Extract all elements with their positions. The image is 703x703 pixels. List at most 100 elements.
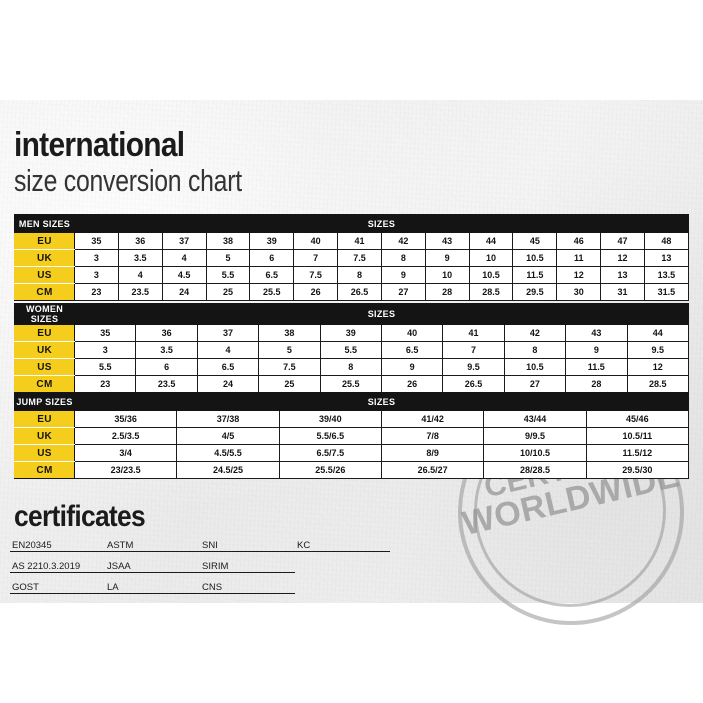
size-cell: 4 xyxy=(161,249,207,267)
size-cell: 9 xyxy=(380,266,426,284)
size-cell: 6.5 xyxy=(249,266,295,284)
size-cell: 26.5 xyxy=(442,375,505,393)
size-cell: 6.5 xyxy=(196,358,260,376)
size-cell: 28 xyxy=(424,283,470,301)
size-cell: 47 xyxy=(600,232,645,250)
size-cell: 43 xyxy=(424,232,470,250)
size-cell: 7.5 xyxy=(293,266,339,284)
size-cell: 25 xyxy=(205,283,251,301)
size-cell: 10/10.5 xyxy=(483,444,587,462)
certificate-field-empty xyxy=(295,582,390,594)
row-label-uk: UK xyxy=(14,341,75,359)
row-label-cm: CM xyxy=(14,461,75,479)
size-cell: 26 xyxy=(380,375,444,393)
size-cell: 5 xyxy=(205,249,251,267)
size-cell: 8 xyxy=(503,341,567,359)
size-cell: 8 xyxy=(380,249,426,267)
size-cell: 43 xyxy=(565,324,628,342)
certificate-row: GOST LA CNS xyxy=(10,582,490,594)
size-cell: 24.5/25 xyxy=(176,461,280,479)
size-cell: 40 xyxy=(293,232,339,250)
certificate-field-empty xyxy=(295,561,390,573)
size-cell: 35/36 xyxy=(73,410,178,428)
table-row: CM 23/23.5 24.5/25 25.5/26 26.5/27 28/28.5 29.… xyxy=(14,461,689,479)
row-label-uk: UK xyxy=(14,427,75,445)
size-cell: 8/9 xyxy=(380,444,485,462)
size-cell: 29.5/30 xyxy=(585,461,689,479)
table-corner-label: JUMP SIZES xyxy=(14,392,75,411)
size-cell: 38 xyxy=(258,324,321,342)
size-cell: 23.5 xyxy=(135,375,198,393)
size-cell: 28 xyxy=(565,375,628,393)
row-label-uk: UK xyxy=(14,249,75,267)
size-cell: 45 xyxy=(512,232,558,250)
size-cell: 5.5/6.5 xyxy=(278,427,382,445)
size-cell: 25.5/26 xyxy=(278,461,382,479)
size-cell: 35 xyxy=(73,324,137,342)
certificate-field: AS 2210.3.2019 xyxy=(10,561,105,573)
table-row: US 5.5 6 6.5 7.5 8 9 9.5 10.5 11.5 12 xyxy=(14,358,689,376)
size-cell: 3 xyxy=(74,249,119,267)
size-cell: 25.5 xyxy=(319,375,382,393)
size-cell: 3.5 xyxy=(117,249,163,267)
size-cell: 28.5 xyxy=(468,283,514,301)
row-label-eu: EU xyxy=(14,410,75,428)
size-cell: 7 xyxy=(293,249,339,267)
size-cell: 6 xyxy=(249,249,295,267)
size-cell: 23 xyxy=(74,283,119,301)
women-sizes-table: WOMEN SIZES SIZES EU 35 36 37 38 39 40 41 42 43 44 UK… xyxy=(14,303,689,393)
jump-sizes-table: JUMP SIZES SIZES EU 35/36 37/38 39/40 41/42 43/… xyxy=(14,392,689,479)
size-cell: 26.5 xyxy=(337,283,382,301)
size-cell: 28/28.5 xyxy=(483,461,587,479)
size-cell: 11.5 xyxy=(512,266,558,284)
certificate-field: LA xyxy=(105,582,200,594)
size-cell: 8 xyxy=(319,358,382,376)
certificate-field: EN20345 xyxy=(10,540,105,552)
size-cell: 39 xyxy=(249,232,295,250)
size-cell: 44 xyxy=(468,232,514,250)
row-label-eu: EU xyxy=(14,232,75,250)
size-cell: 12 xyxy=(626,358,689,376)
size-cell: 3/4 xyxy=(73,444,178,462)
size-cell: 39 xyxy=(319,324,382,342)
size-cell: 4/5 xyxy=(176,427,280,445)
size-cell: 25 xyxy=(258,375,321,393)
size-cell: 12 xyxy=(556,266,602,284)
size-cell: 37 xyxy=(161,232,207,250)
certificate-field: KC xyxy=(295,540,390,552)
row-label-cm: CM xyxy=(14,375,75,393)
size-cell: 3 xyxy=(74,266,119,284)
size-cell: 9.5 xyxy=(626,341,689,359)
size-cell: 24 xyxy=(161,283,207,301)
size-cell: 30 xyxy=(556,283,602,301)
table-row: UK 2.5/3.5 4/5 5.5/6.5 7/8 9/9.5 10.5/11 xyxy=(14,427,689,445)
size-cell: 10.5 xyxy=(468,266,514,284)
size-cell: 7 xyxy=(442,341,505,359)
size-cell: 3.5 xyxy=(135,341,198,359)
table-header-row: JUMP SIZES SIZES xyxy=(14,392,689,411)
size-cell: 11 xyxy=(556,249,602,267)
size-cell: 44 xyxy=(626,324,689,342)
size-cell: 9.5 xyxy=(442,358,505,376)
size-cell: 7/8 xyxy=(380,427,485,445)
row-label-us: US xyxy=(14,358,75,376)
size-cell: 7.5 xyxy=(337,249,382,267)
size-cell: 41 xyxy=(337,232,382,250)
size-cell: 2.5/3.5 xyxy=(73,427,178,445)
size-cell: 8 xyxy=(337,266,382,284)
size-cell: 35 xyxy=(74,232,119,250)
size-cell: 26.5/27 xyxy=(380,461,485,479)
size-cell: 9 xyxy=(565,341,628,359)
certificates-title: certificates xyxy=(14,500,146,533)
size-cell: 11.5 xyxy=(565,358,628,376)
table-sizes-label: SIZES xyxy=(74,303,689,325)
table-corner-label: MEN SIZES xyxy=(14,214,75,233)
row-label-eu: EU xyxy=(14,324,75,342)
size-cell: 5.5 xyxy=(319,341,382,359)
size-cell: 10.5/11 xyxy=(585,427,689,445)
size-cell: 40 xyxy=(380,324,444,342)
title-line-size-conversion-chart: size conversion chart xyxy=(14,162,242,198)
size-cell: 4 xyxy=(196,341,260,359)
size-cell: 42 xyxy=(503,324,567,342)
size-cell: 31 xyxy=(600,283,645,301)
